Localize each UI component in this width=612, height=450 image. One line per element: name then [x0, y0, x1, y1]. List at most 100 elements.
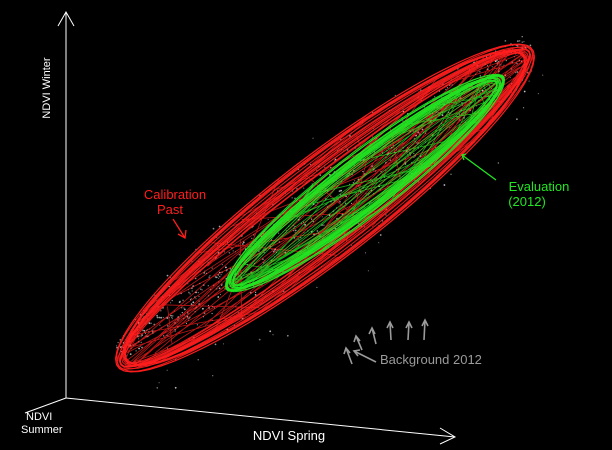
background-point [272, 250, 275, 253]
background-point [219, 276, 221, 278]
background-point [294, 231, 296, 233]
background-point [316, 286, 318, 288]
background-point [294, 229, 297, 232]
background-point [141, 346, 143, 349]
background-point [142, 329, 145, 332]
evaluation-pointer-arrow [461, 153, 497, 181]
background-point [267, 218, 269, 221]
background-point [158, 382, 160, 384]
background-point [187, 283, 189, 285]
background-point [156, 314, 159, 317]
background-point [294, 197, 296, 200]
background-point [156, 316, 159, 319]
x-axis-line [65, 397, 456, 438]
background-point [339, 194, 342, 196]
background-point [232, 250, 234, 252]
background-point [269, 330, 272, 333]
background-point [352, 182, 355, 184]
background-point [394, 94, 396, 96]
background-point [338, 190, 341, 193]
background-point [272, 334, 274, 336]
background-point [413, 137, 415, 139]
background-point [441, 114, 444, 117]
background-point [160, 316, 163, 319]
background-point [181, 312, 183, 314]
background-point [311, 218, 313, 220]
background-point [197, 292, 199, 294]
background-point [211, 267, 213, 269]
background-point [241, 243, 244, 245]
background-point [183, 307, 185, 309]
background-point [140, 341, 142, 343]
background-point [215, 276, 218, 279]
evaluation-ring [232, 80, 498, 286]
calibration-label-line2: Past [157, 202, 183, 217]
background-point [208, 276, 210, 278]
background-point [138, 338, 140, 340]
background-point [222, 343, 225, 345]
background-point [491, 66, 493, 68]
background-point [416, 142, 418, 144]
calibration-pointer-arrow [172, 218, 187, 240]
background-point [479, 75, 481, 77]
background-point [434, 96, 436, 98]
background-point [450, 173, 452, 175]
background-point [185, 322, 188, 324]
background-point [258, 338, 261, 341]
background-point [238, 254, 240, 256]
background-point [421, 128, 424, 131]
background-point [443, 184, 446, 186]
background-point [291, 197, 293, 199]
background-point [138, 347, 141, 350]
background-point [278, 232, 280, 234]
background-point [190, 298, 192, 300]
background-point [179, 314, 181, 316]
background-point [312, 137, 314, 139]
background-point [340, 189, 342, 192]
z-axis-label-line1: NDVI [26, 411, 52, 423]
background-point [303, 187, 305, 189]
background-point [135, 350, 137, 352]
background-point [344, 202, 347, 204]
background-point [378, 242, 380, 244]
calibration-label-line1: Calibration [144, 187, 206, 202]
background-point [362, 170, 364, 173]
background-point [166, 347, 169, 349]
background-point [537, 93, 540, 95]
background-point [263, 251, 265, 253]
background-point [228, 251, 231, 254]
axes [24, 10, 457, 445]
background-point [160, 310, 162, 312]
background-point [212, 375, 214, 377]
background-point [182, 299, 185, 302]
background-point [198, 295, 200, 298]
background-point [170, 302, 172, 304]
background-point [523, 41, 525, 43]
background-point [494, 60, 497, 63]
background-point [140, 336, 142, 338]
background-point [324, 166, 326, 168]
background-point [389, 159, 391, 161]
background-point [529, 44, 532, 47]
background-point [187, 312, 189, 314]
background-point [190, 303, 192, 305]
background-point [526, 71, 529, 74]
background-point [197, 359, 199, 361]
background-point [316, 169, 318, 171]
background-point [254, 294, 257, 296]
background-point [129, 353, 132, 355]
background-point [171, 300, 173, 302]
background-point [367, 270, 369, 272]
background-point [181, 307, 183, 309]
background-point [518, 40, 521, 42]
background-point [189, 293, 191, 295]
background-pointer-arrows [343, 318, 429, 365]
background-point [521, 36, 523, 38]
background-point [166, 274, 169, 277]
background-point [201, 289, 203, 291]
background-point [497, 162, 499, 164]
background-point [446, 87, 448, 89]
background-point [158, 316, 161, 319]
background-point [224, 287, 226, 290]
